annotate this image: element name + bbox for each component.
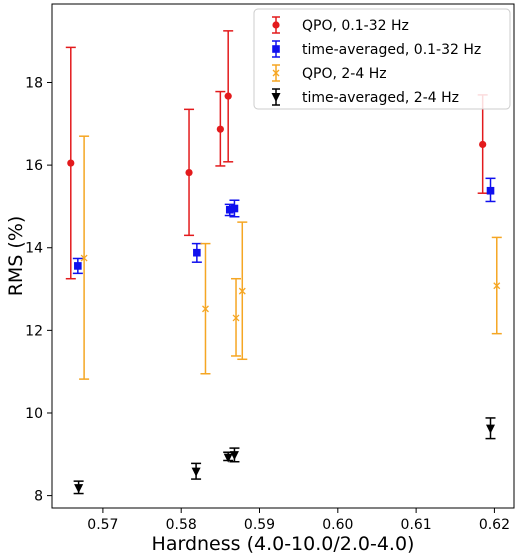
x-axis-title: Hardness (4.0-10.0/2.0-4.0)	[152, 533, 415, 555]
marker-stroke	[202, 305, 209, 313]
plot-area	[65, 30, 502, 495]
data-point	[72, 257, 83, 275]
data-point	[65, 46, 76, 280]
y-tick-label: 12	[25, 323, 43, 339]
data-point	[485, 177, 496, 203]
data-point	[237, 221, 248, 361]
marker	[202, 305, 209, 313]
data-point	[200, 242, 211, 375]
marker	[67, 159, 75, 167]
marker	[193, 248, 201, 257]
marker	[486, 424, 496, 434]
marker	[493, 282, 501, 290]
legend: QPO, 0.1-32 Hz time-averaged, 0.1-32 Hz QP…	[253, 8, 511, 110]
marker	[224, 92, 232, 100]
x-tick-label: 0.60	[322, 517, 353, 533]
legend-entry: time-averaged, 0.1-32 Hz	[272, 40, 481, 58]
series-2	[72, 177, 496, 275]
marker-stroke	[238, 287, 246, 295]
marker	[80, 254, 88, 262]
y-tick-label: 16	[25, 158, 43, 174]
data-point	[184, 108, 195, 237]
data-point	[191, 242, 202, 263]
legend-marker	[272, 21, 280, 29]
marker-stroke	[80, 254, 88, 262]
marker	[223, 453, 233, 463]
data-point	[223, 30, 234, 163]
legend-marker	[271, 93, 281, 102]
data-point	[229, 447, 240, 463]
data-point	[485, 417, 496, 440]
x-tick-label: 0.58	[166, 517, 197, 533]
marker	[486, 186, 495, 195]
series-4	[73, 417, 496, 495]
axes: 0.57 0.58 0.59 0.60 0.61 0.62 8 10 12 14 16 18	[25, 3, 515, 533]
data-point	[73, 480, 84, 495]
legend-entry: QPO, 0.1-32 Hz	[272, 16, 409, 34]
series-1	[65, 30, 488, 280]
legend-label: QPO, 0.1-32 Hz	[302, 18, 409, 34]
data-point	[191, 462, 202, 480]
marker-stroke	[232, 314, 240, 322]
marker	[74, 262, 82, 270]
marker	[232, 314, 240, 322]
legend-label: time-averaged, 0.1-32 Hz	[302, 42, 481, 58]
y-tick-label: 10	[25, 406, 43, 422]
data-point	[224, 203, 235, 217]
plot-frame	[51, 3, 515, 509]
x-tick-label: 0.59	[244, 517, 275, 533]
legend-label: time-averaged, 2-4 Hz	[302, 90, 459, 106]
x-tick-label: 0.61	[401, 517, 432, 533]
y-tick-label: 14	[25, 241, 43, 257]
x-tick-label: 0.62	[479, 517, 510, 533]
marker	[229, 451, 239, 461]
legend-label: QPO, 2-4 Hz	[302, 66, 387, 82]
marker	[479, 140, 487, 149]
data-point	[231, 277, 242, 357]
marker	[74, 484, 84, 494]
legend-box	[253, 8, 511, 110]
legend-entry: QPO, 2-4 Hz	[272, 64, 387, 82]
marker	[216, 125, 224, 133]
legend-marker	[272, 45, 280, 53]
legend-marker-stroke	[272, 69, 280, 77]
data-point	[229, 199, 240, 218]
y-axis-title: RMS (%)	[5, 216, 27, 297]
data-point	[491, 236, 502, 335]
marker	[185, 168, 193, 177]
marker	[225, 205, 234, 214]
legend-entry: time-averaged, 2-4 Hz	[271, 88, 459, 106]
x-tick-label: 0.57	[87, 517, 118, 533]
legend-marker	[272, 69, 280, 77]
data-point	[215, 90, 226, 167]
marker	[238, 287, 246, 295]
series-3	[79, 135, 502, 380]
marker	[230, 204, 239, 213]
data-point	[79, 135, 90, 380]
y-tick-label: 18	[25, 75, 43, 91]
marker	[191, 467, 201, 477]
marker-stroke	[493, 282, 501, 290]
y-tick-label: 8	[34, 489, 43, 505]
